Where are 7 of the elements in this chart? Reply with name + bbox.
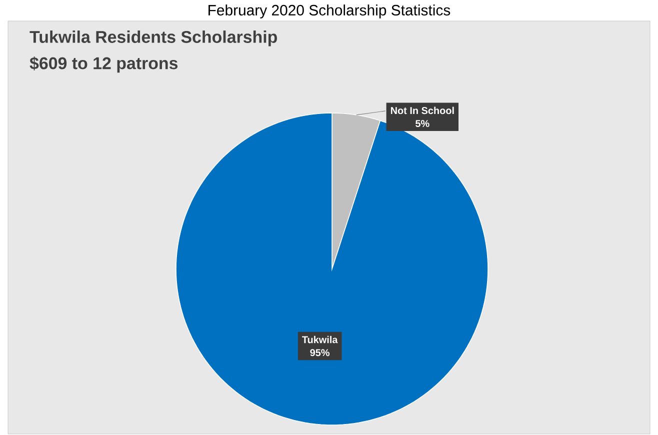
text: $609 to 12 patrons [30,56,178,73]
chart-subtitle: Tukwila Residents Scholarship [30,30,277,46]
slice-label: Tukwila [302,336,338,344]
slice-label: Not In School [390,106,454,114]
data-label: 95% [310,349,330,356]
chart-title: February 2020 Scholarship Statistics [208,4,450,18]
data-label: 5% [416,120,430,128]
